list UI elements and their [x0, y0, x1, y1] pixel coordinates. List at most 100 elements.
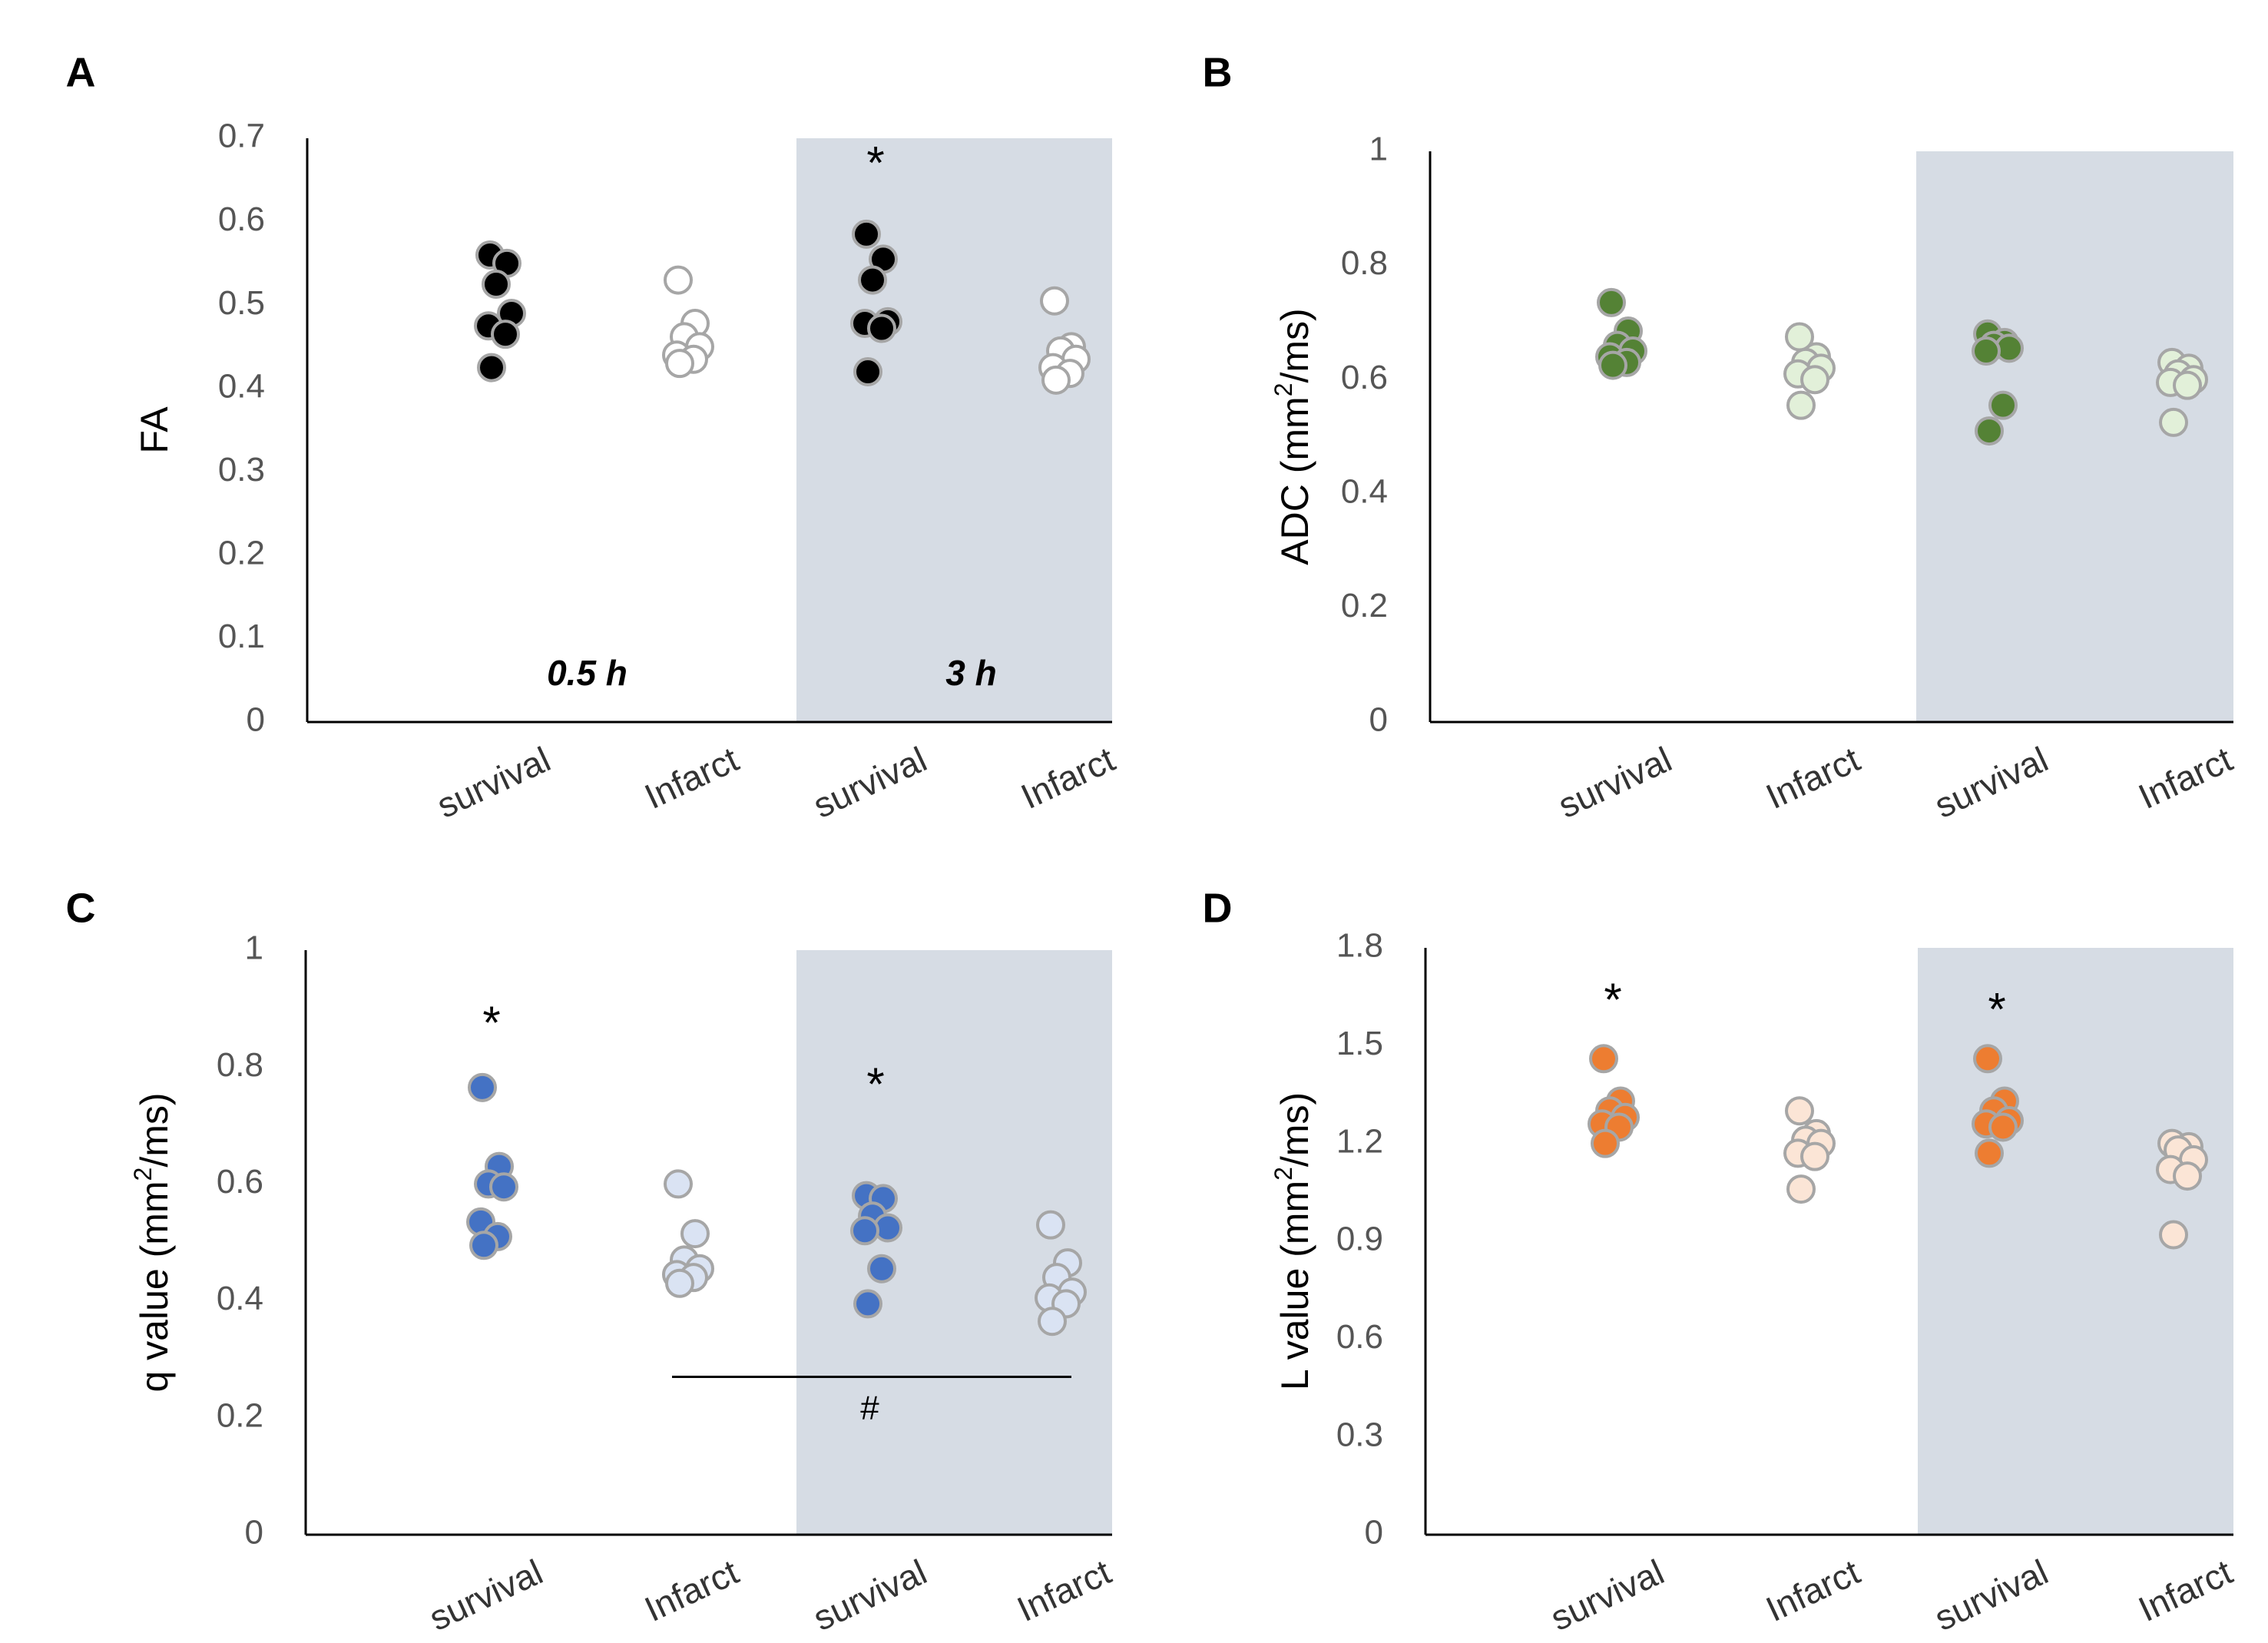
y-tick-label: 0: [247, 701, 265, 739]
x-category-label: Infarct: [638, 739, 744, 817]
significance-asterisk: *: [482, 997, 500, 1048]
significance-asterisk: *: [866, 1058, 884, 1110]
y-tick-label: 0: [1365, 1514, 1383, 1552]
data-point: [850, 1216, 879, 1246]
y-tick-label: 1: [1369, 131, 1388, 168]
y-tick-label: 0.1: [218, 618, 265, 655]
data-point: [664, 265, 693, 295]
y-axis-label: L value (mm2/ms): [1270, 1092, 1316, 1390]
y-tick-label: 0.4: [1341, 472, 1388, 510]
data-point: [1973, 1044, 2002, 1074]
y-tick-label: 0.2: [217, 1396, 263, 1434]
significance-asterisk: *: [1604, 974, 1621, 1025]
bracket-label: #: [860, 1390, 879, 1427]
data-point: [1786, 390, 1816, 420]
shaded-region-3h: [796, 138, 1112, 722]
shaded-region-3h: [1916, 151, 2233, 722]
data-point: [665, 349, 694, 379]
data-point: [867, 313, 896, 343]
data-point: [1785, 1096, 1814, 1126]
y-tick-label: 0.4: [217, 1280, 263, 1317]
data-point: [1038, 1307, 1067, 1337]
x-category-label: survival: [807, 739, 932, 826]
x-category-label: survival: [1929, 739, 2054, 826]
y-tick-label: 0.6: [1336, 1318, 1383, 1356]
panel-a: A 0 0.1 0.2 0.3 0.4 0.5 0.6 0.7 FA survival Infarct…: [66, 49, 1121, 826]
y-tick-label: 1.2: [1336, 1122, 1383, 1160]
data-point: [664, 1169, 693, 1199]
x-category-label: survival: [1929, 1552, 2054, 1638]
data-point: [1975, 416, 2004, 446]
data-point: [1036, 1210, 1065, 1240]
significance-asterisk: *: [866, 137, 884, 189]
significance-asterisk: *: [1988, 984, 2005, 1035]
data-point: [2159, 1220, 2188, 1250]
x-category-label: Infarct: [2132, 1552, 2238, 1629]
period-label: 0.5 h: [547, 653, 627, 693]
data-point: [853, 1289, 882, 1319]
y-axis-label: ADC (mm2/ms): [1270, 308, 1316, 565]
y-tick-label: 0.8: [217, 1046, 263, 1084]
x-category-label: Infarct: [1015, 739, 1121, 817]
data-point: [477, 353, 506, 383]
data-point: [1589, 1044, 1618, 1074]
y-tick-label: 0: [245, 1514, 263, 1552]
period-label: 3 h: [945, 653, 996, 693]
panel-letter: A: [66, 49, 96, 95]
data-point: [491, 320, 520, 349]
panel-b: B 0 0.2 0.4 0.6 0.8 1 ADC (mm2/ms) survival Infar…: [1203, 49, 2239, 826]
y-tick-label: 0.6: [217, 1163, 263, 1201]
panel-d: D 0 0.3 0.6 0.9 1.2 1.5 1.8 L value (mm2/ms) surv…: [1203, 885, 2239, 1638]
data-point: [482, 270, 511, 299]
y-tick-label: 0.2: [218, 534, 265, 571]
data-point: [1800, 1141, 1829, 1171]
data-point: [680, 1219, 710, 1249]
panel-letter: C: [66, 885, 96, 931]
y-tick-label: 0.4: [218, 367, 265, 405]
data-point: [853, 357, 882, 386]
x-category-label: Infarct: [638, 1552, 744, 1629]
data-point: [1041, 365, 1071, 395]
y-tick-label: 0.5: [218, 284, 265, 322]
panel-letter: D: [1203, 885, 1233, 931]
x-category-label: survival: [431, 739, 556, 826]
x-category-label: Infarct: [2132, 739, 2238, 817]
data-point: [1988, 390, 2018, 420]
data-point: [489, 1172, 518, 1202]
shaded-region-3h: [796, 950, 1112, 1535]
data-point: [2173, 370, 2202, 400]
data-point: [469, 1231, 498, 1260]
y-tick-label: 0.9: [1336, 1221, 1383, 1258]
x-category-label: Infarct: [1011, 1552, 1117, 1629]
y-tick-label: 1.8: [1336, 927, 1383, 965]
data-point: [665, 1268, 694, 1298]
data-point: [1800, 365, 1829, 395]
data-point: [1988, 1112, 2018, 1142]
y-tick-label: 0.6: [218, 200, 265, 238]
y-tick-label: 0.2: [1341, 587, 1388, 624]
data-point: [852, 219, 881, 249]
x-category-label: survival: [423, 1552, 548, 1638]
y-tick-label: 0: [1369, 701, 1388, 739]
data-point: [1975, 1138, 2004, 1168]
y-tick-label: 0.7: [218, 118, 265, 155]
data-point: [468, 1072, 497, 1102]
data-point: [2173, 1161, 2202, 1191]
data-point: [1786, 1174, 1816, 1204]
y-axis-label: q value (mm2/ms): [129, 1092, 176, 1392]
y-tick-label: 1: [245, 929, 263, 967]
panel-letter: B: [1203, 49, 1233, 95]
y-tick-label: 0.3: [1336, 1416, 1383, 1453]
y-tick-label: 1.5: [1336, 1025, 1383, 1062]
y-axis-label: FA: [133, 406, 176, 454]
data-point: [1598, 350, 1627, 380]
x-category-label: survival: [1552, 739, 1677, 826]
x-category-label: survival: [807, 1552, 932, 1638]
data-point: [2159, 407, 2188, 437]
y-tick-label: 0.3: [218, 451, 265, 489]
x-category-label: survival: [1545, 1552, 1670, 1638]
data-point: [1591, 1128, 1620, 1158]
data-point: [1040, 286, 1069, 316]
data-point: [1972, 336, 2001, 366]
